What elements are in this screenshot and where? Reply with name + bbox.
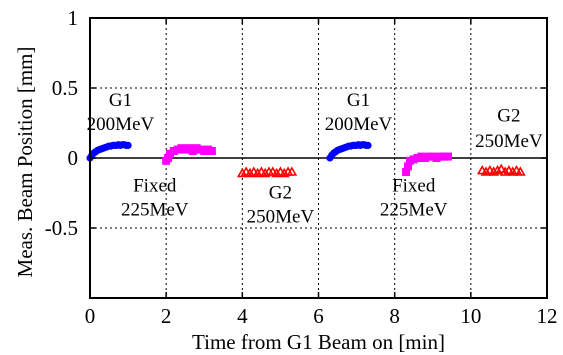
data-point <box>236 167 248 178</box>
data-point <box>207 147 216 155</box>
x-axis-title: Time from G1 Beam on [min] <box>192 330 445 354</box>
annotation-label: 200MeV <box>325 114 393 135</box>
x-tick-label: 0 <box>85 304 96 328</box>
annotation-label: G1 <box>109 90 132 111</box>
annotation-label: 225MeV <box>380 199 448 220</box>
y-tick-label: 1 <box>68 6 79 30</box>
data-point <box>244 167 256 178</box>
annotation-label: G2 <box>269 183 292 204</box>
data-point <box>164 154 173 162</box>
annotation-label: 250MeV <box>247 206 315 227</box>
data-point <box>514 166 526 176</box>
annotation-label: G2 <box>497 106 520 127</box>
annotation-label: Fixed <box>392 176 436 197</box>
data-point <box>488 166 500 176</box>
data-point <box>252 167 263 178</box>
y-tick-label: 0.5 <box>52 76 78 100</box>
data-point <box>278 167 290 178</box>
annotation-label: 225MeV <box>121 199 189 220</box>
annotation-label: 200MeV <box>87 114 155 135</box>
data-point <box>124 141 132 149</box>
y-tick-label: 0 <box>68 146 79 170</box>
data-marks <box>86 141 526 178</box>
data-point <box>364 141 372 149</box>
annotation-label: Fixed <box>133 176 177 197</box>
x-tick-label: 2 <box>161 304 172 328</box>
grid <box>90 18 547 298</box>
data-point <box>495 163 507 173</box>
annotations: G1200MeVFixed225MeVG2250MeVG1200MeVFixed… <box>87 90 543 227</box>
y-axis-title: Meas. Beam Position [mm] <box>13 47 37 278</box>
data-point <box>480 166 492 176</box>
y-tick-label: -0.5 <box>45 216 78 240</box>
x-tick-label: 8 <box>389 304 400 328</box>
data-point <box>271 167 282 178</box>
data-point <box>286 166 298 176</box>
x-tick-label: 10 <box>460 304 481 328</box>
data-point <box>402 168 411 176</box>
x-tick-label: 6 <box>313 304 324 328</box>
x-tick-label: 4 <box>237 304 248 328</box>
data-point <box>507 166 519 176</box>
data-point <box>259 167 271 178</box>
annotation-label: 250MeV <box>475 131 543 152</box>
x-tick-label: 12 <box>537 304 558 328</box>
data-point <box>492 164 503 175</box>
axis-ticks: 0 2 4 6 8 10 12 -0.5 0 0.5 1 <box>45 6 558 328</box>
data-point <box>403 162 412 171</box>
data-point <box>499 166 511 176</box>
annotation-label: G1 <box>347 90 370 111</box>
data-point <box>443 152 452 161</box>
